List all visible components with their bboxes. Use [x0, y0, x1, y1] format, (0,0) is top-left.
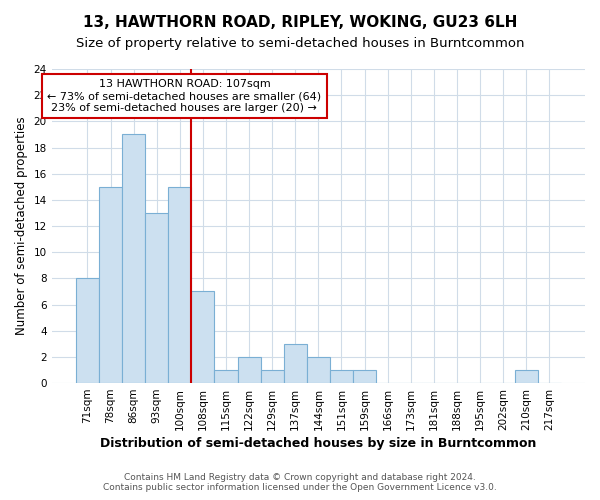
Bar — [330, 370, 353, 383]
Bar — [191, 292, 214, 383]
Bar — [122, 134, 145, 383]
Bar — [515, 370, 538, 383]
Text: 13, HAWTHORN ROAD, RIPLEY, WOKING, GU23 6LH: 13, HAWTHORN ROAD, RIPLEY, WOKING, GU23 … — [83, 15, 517, 30]
Bar — [284, 344, 307, 383]
Y-axis label: Number of semi-detached properties: Number of semi-detached properties — [15, 116, 28, 336]
X-axis label: Distribution of semi-detached houses by size in Burntcommon: Distribution of semi-detached houses by … — [100, 437, 536, 450]
Bar — [353, 370, 376, 383]
Bar — [76, 278, 99, 383]
Text: Contains HM Land Registry data © Crown copyright and database right 2024.
Contai: Contains HM Land Registry data © Crown c… — [103, 473, 497, 492]
Bar — [99, 187, 122, 383]
Bar — [214, 370, 238, 383]
Bar — [260, 370, 284, 383]
Bar — [307, 357, 330, 383]
Bar — [145, 213, 168, 383]
Bar — [238, 357, 260, 383]
Bar — [168, 187, 191, 383]
Text: Size of property relative to semi-detached houses in Burntcommon: Size of property relative to semi-detach… — [76, 38, 524, 51]
Text: 13 HAWTHORN ROAD: 107sqm
← 73% of semi-detached houses are smaller (64)
23% of s: 13 HAWTHORN ROAD: 107sqm ← 73% of semi-d… — [47, 80, 322, 112]
